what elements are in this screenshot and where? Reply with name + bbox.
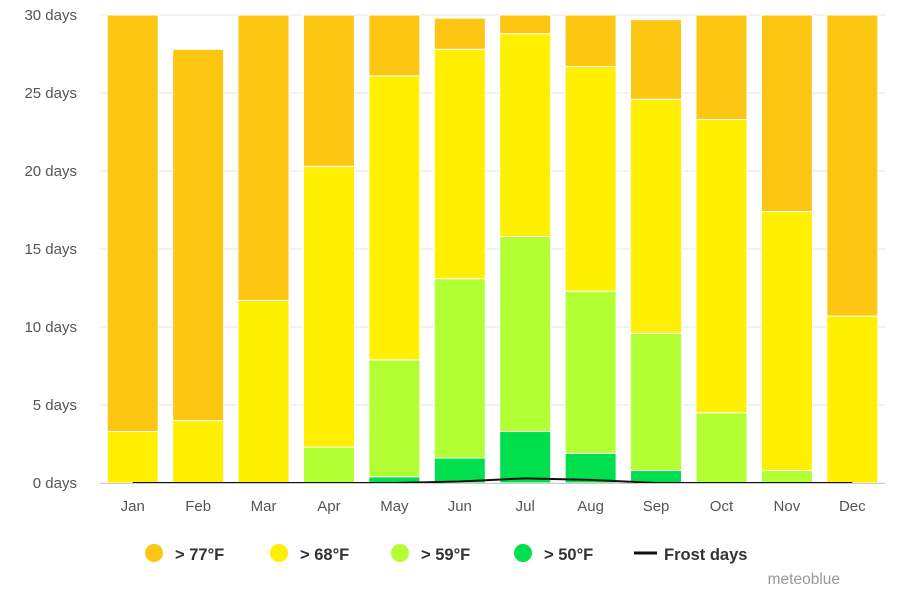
x-tick-label: Apr [317, 498, 340, 515]
y-tick-label: 30 days [24, 7, 77, 24]
bar-segment [433, 48, 486, 280]
x-tick-label: Mar [251, 498, 277, 515]
gridlines [100, 14, 885, 484]
credit-label: meteoblue [768, 571, 840, 588]
bar-segment [433, 17, 486, 50]
bar-segment [237, 14, 290, 301]
bar-segment [760, 14, 813, 213]
y-tick-label: 20 days [24, 163, 77, 180]
x-tick-label: Jun [448, 498, 472, 515]
legend-label: > 59°F [421, 546, 470, 564]
y-tick-label: 5 days [33, 397, 77, 414]
bar-segment [826, 14, 879, 317]
bar-segment [630, 470, 683, 484]
y-tick-label: 0 days [33, 475, 77, 492]
bar-segment [172, 420, 225, 484]
bar-segment [433, 278, 486, 459]
legend[interactable]: > 77°F > 68°F > 59°F > 50°F Frost days [145, 544, 747, 564]
bar-segment [564, 290, 617, 454]
bar-segment [564, 65, 617, 292]
x-axis: Jan Feb Mar Apr May Jun Jul Aug Sep Oct Nov Dec [100, 483, 885, 515]
bar-segment [760, 470, 813, 484]
x-tick-label: Jul [516, 498, 535, 515]
legend-item[interactable]: > 77°F [145, 544, 224, 564]
bar-segment [630, 332, 683, 472]
bar-segment [106, 14, 159, 433]
legend-label: Frost days [664, 546, 747, 564]
bar-segment [499, 236, 552, 433]
bar-segment [499, 14, 552, 35]
bar-segment [368, 75, 421, 361]
legend-swatch [270, 544, 288, 562]
bar-segment [695, 119, 748, 414]
y-tick-label: 15 days [24, 241, 77, 258]
bar-segment [433, 457, 486, 484]
bar-segment [499, 431, 552, 484]
y-axis: 0 days 5 days 10 days 15 days 20 days 25 days… [24, 7, 77, 492]
bar-segment [826, 315, 879, 484]
y-tick-label: 10 days [24, 319, 77, 336]
legend-swatch [145, 544, 163, 562]
x-tick-label: Sep [643, 498, 670, 515]
legend-label: > 50°F [544, 546, 593, 564]
legend-swatch [391, 544, 409, 562]
bar-segment [695, 412, 748, 484]
x-tick-label: Oct [710, 498, 734, 515]
x-tick-label: May [380, 498, 409, 515]
x-tick-label: Aug [577, 498, 604, 515]
x-tick-label: Jan [121, 498, 145, 515]
x-tick-label: Nov [774, 498, 801, 515]
bar-segment [302, 14, 355, 167]
x-tick-label: Dec [839, 498, 866, 515]
bar-segment [499, 33, 552, 238]
bar-segment [237, 299, 290, 484]
legend-label: > 68°F [300, 546, 349, 564]
bar-segment [302, 446, 355, 484]
legend-item[interactable]: > 59°F [391, 544, 470, 564]
bar-segment [564, 14, 617, 67]
bar-segment [172, 48, 225, 422]
bar-segment [368, 14, 421, 77]
bar-segment [630, 19, 683, 100]
legend-item[interactable]: Frost days [634, 546, 747, 564]
bars [106, 14, 879, 484]
legend-swatch [514, 544, 532, 562]
bar-segment [302, 165, 355, 448]
bar-segment [630, 98, 683, 334]
y-tick-label: 25 days [24, 85, 77, 102]
bar-segment [695, 14, 748, 121]
bar-segment [106, 431, 159, 484]
x-tick-label: Feb [185, 498, 211, 515]
bar-segment [760, 211, 813, 472]
legend-item[interactable]: > 50°F [514, 544, 593, 564]
bar-segment [368, 359, 421, 478]
legend-label: > 77°F [175, 546, 224, 564]
legend-item[interactable]: > 68°F [270, 544, 349, 564]
